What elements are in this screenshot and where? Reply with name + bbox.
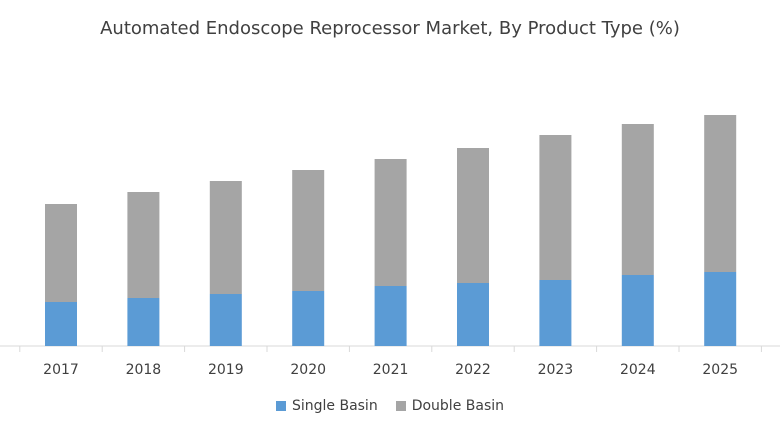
bar-single-basin-2024 (621, 275, 654, 346)
legend-swatch-double-basin (395, 401, 406, 411)
bar-double-basin-2019 (209, 181, 242, 294)
bar-double-basin-2023 (539, 135, 572, 280)
bar-single-basin-2020 (292, 291, 325, 346)
bar-single-basin-2021 (374, 286, 407, 346)
legend-swatch-single-basin (275, 401, 286, 411)
bar-single-basin-2023 (539, 280, 572, 346)
x-tick-label: 2020 (290, 362, 326, 378)
bar-double-basin-2021 (374, 159, 407, 286)
bar-single-basin-2022 (457, 283, 489, 346)
legend-label-single-basin: Single Basin (291, 398, 378, 414)
legend-item-double-basin: Double Basin (395, 398, 505, 414)
x-tick-label: 2024 (620, 362, 656, 378)
bar-single-basin-2018 (127, 298, 160, 346)
bar-double-basin-2020 (292, 170, 325, 291)
bar-single-basin-2025 (704, 272, 737, 346)
x-tick-label: 2021 (373, 362, 409, 378)
bar-double-basin-2018 (127, 192, 160, 298)
x-tick-label: 2019 (208, 362, 244, 378)
chart-title: Automated Endoscope Reprocessor Market, … (100, 18, 680, 39)
x-tick-label: 2017 (43, 362, 79, 378)
legend: Single Basin Double Basin (0, 398, 780, 414)
legend-item-single-basin: Single Basin (275, 398, 378, 414)
bar-single-basin-2017 (45, 302, 77, 346)
bar-single-basin-2019 (209, 294, 242, 346)
bar-double-basin-2025 (704, 115, 737, 272)
bar-double-basin-2022 (457, 148, 489, 283)
bar-double-basin-2024 (621, 124, 654, 275)
legend-label-double-basin: Double Basin (411, 398, 505, 414)
bar-double-basin-2017 (45, 204, 77, 302)
x-tick-label: 2023 (538, 362, 574, 378)
x-tick-label: 2025 (702, 362, 738, 378)
x-tick-label: 2022 (455, 362, 491, 378)
x-tick-label: 2018 (126, 362, 162, 378)
